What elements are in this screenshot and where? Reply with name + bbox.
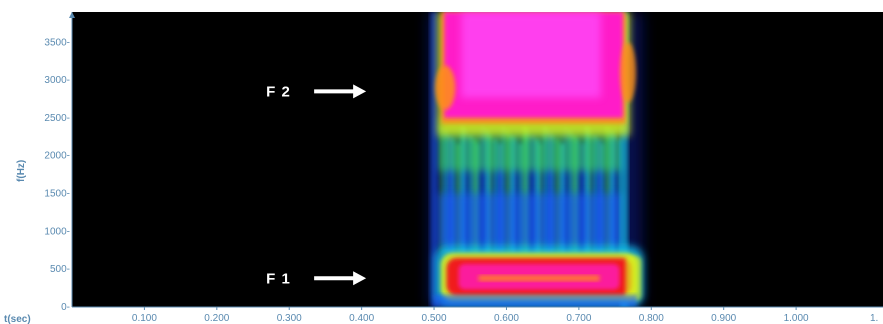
energy-stripe bbox=[444, 130, 448, 255]
energy-stripe bbox=[440, 125, 443, 255]
y-axis-arrow bbox=[69, 12, 75, 18]
energy-stripe bbox=[585, 125, 590, 255]
x-tick-label: 0.700 bbox=[566, 313, 591, 324]
x-tick-label: 0.200 bbox=[204, 313, 229, 324]
energy-stripe bbox=[460, 125, 465, 255]
x-tick-label-last: 1. bbox=[870, 313, 878, 324]
x-tick-label: 0.900 bbox=[711, 313, 736, 324]
y-tick-label: 3000- bbox=[44, 75, 70, 86]
low-frequency-wash bbox=[434, 294, 637, 307]
f1-release-tail bbox=[625, 255, 642, 301]
f1-center-streak bbox=[478, 275, 600, 282]
y-tick-label: 1000- bbox=[44, 226, 70, 237]
energy-stripe bbox=[506, 130, 510, 255]
energy-stripe bbox=[464, 130, 467, 255]
energy-stripe bbox=[605, 125, 609, 255]
energy-stripe bbox=[522, 125, 527, 255]
x-tick-label: 0.500 bbox=[422, 313, 447, 324]
y-tick-label: 1500- bbox=[44, 189, 70, 200]
y-axis-label: f(Hz) bbox=[16, 160, 27, 182]
axes: 0- 500- 1000- 1500- 2000- 2500- 3000- 3500- 0.10… bbox=[4, 12, 883, 324]
annotations: F 1 F 2 bbox=[266, 83, 367, 287]
energy-stripe bbox=[568, 130, 572, 255]
y-tick-label: 500- bbox=[50, 264, 70, 275]
f2-offset-bulge bbox=[619, 42, 636, 103]
y-tick-label: 2500- bbox=[44, 113, 70, 124]
x-tick-label: 0.100 bbox=[132, 313, 157, 324]
energy-stripe bbox=[547, 130, 552, 255]
formant-arrow-head-1 bbox=[353, 271, 367, 286]
x-tick-label: 0.300 bbox=[277, 313, 302, 324]
energy-stripe bbox=[543, 125, 547, 255]
formant-arrow-head-2 bbox=[353, 84, 367, 99]
energy-stripe bbox=[527, 130, 530, 255]
x-tick-label: 0.400 bbox=[349, 313, 374, 324]
x-tick-label: 0.600 bbox=[494, 313, 519, 324]
spectrogram-energy bbox=[428, 12, 644, 307]
energy-stripe bbox=[609, 130, 614, 255]
f2-onset-bulge bbox=[435, 65, 456, 110]
y-tick-label: 0- bbox=[61, 302, 70, 313]
y-tick-label: 2000- bbox=[44, 151, 70, 162]
energy-stripe bbox=[564, 125, 567, 255]
y-tick-label: 3500- bbox=[44, 37, 70, 48]
x-tick-label: 0.800 bbox=[639, 313, 664, 324]
low-mid-band bbox=[438, 193, 623, 247]
onset-edge bbox=[430, 12, 439, 307]
energy-stripe bbox=[589, 130, 592, 255]
x-tick-label: 1.000 bbox=[784, 313, 809, 324]
x-axis-label: t(sec) bbox=[4, 314, 31, 324]
release-edge bbox=[620, 12, 629, 307]
energy-stripe bbox=[481, 125, 485, 255]
energy-stripe bbox=[502, 125, 505, 255]
formant-label-2: F 2 bbox=[266, 83, 291, 100]
f2-bright-core bbox=[461, 12, 601, 98]
energy-stripe bbox=[485, 130, 490, 255]
formant-label-1: F 1 bbox=[266, 270, 291, 287]
